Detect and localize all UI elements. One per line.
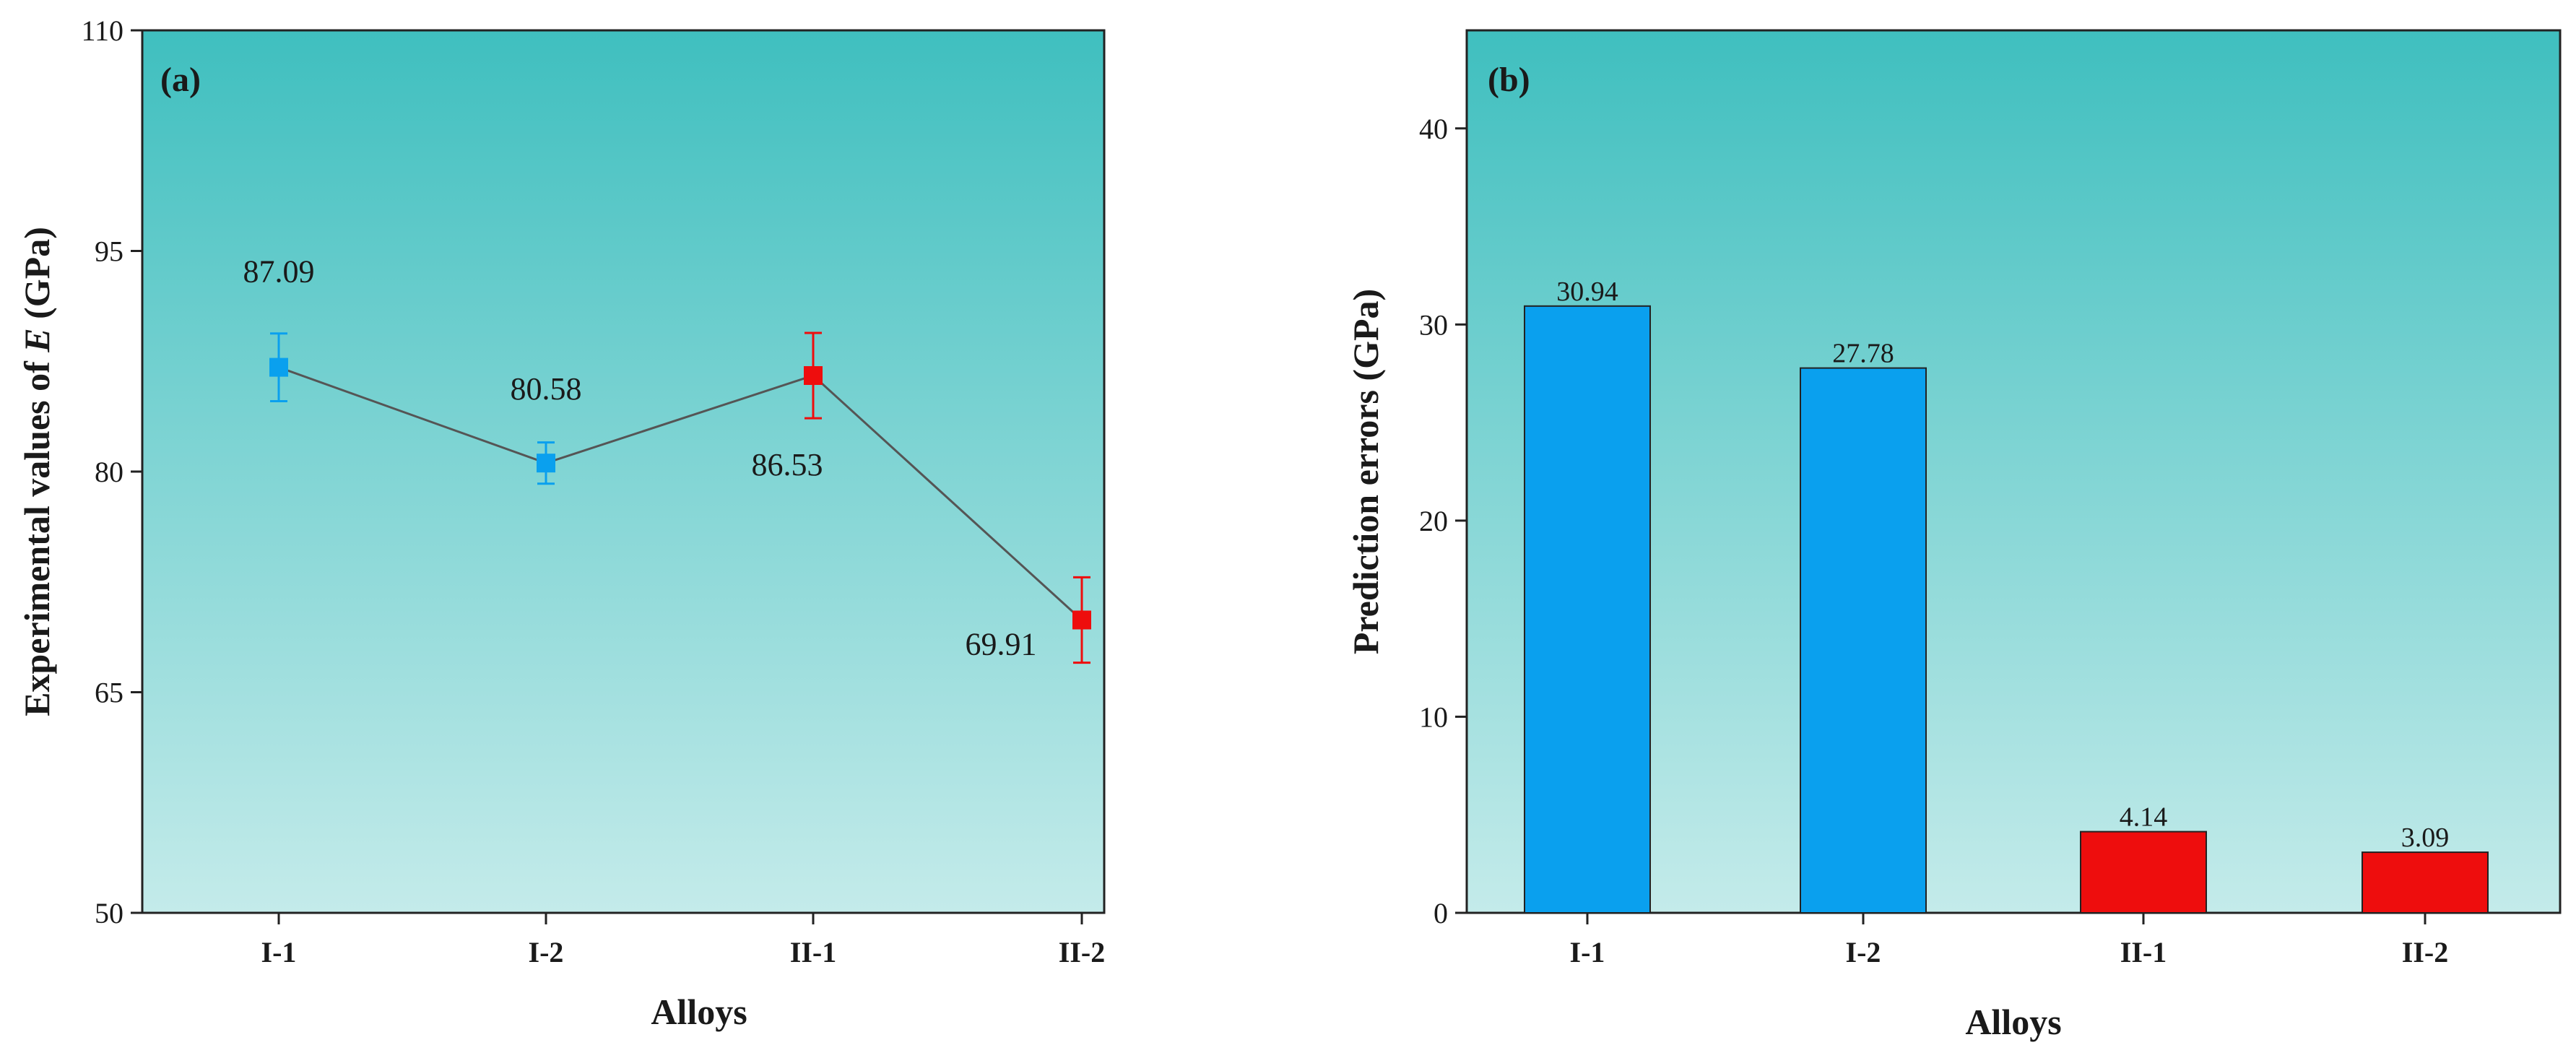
panel-b-bar-labels: 30.94 27.78 4.14 3.09 (1556, 277, 2449, 853)
bar-b-0 (1524, 305, 1651, 914)
y-axis-title-a-prefix: Experimental values of (17, 352, 57, 716)
y-tick-label-a-3: 95 (95, 235, 123, 268)
panel-a-x-tick-labels: I-1 I-2 II-1 II-2 (261, 936, 1106, 968)
bar-label-b-1: 27.78 (1832, 339, 1894, 369)
panel-a-point-labels: 87.09 80.58 86.53 69.91 (243, 254, 1037, 662)
panel-a-y-ticks (131, 29, 142, 914)
panel-a-tag: (a) (160, 61, 201, 99)
panel-b-x-tick-labels: I-1 I-2 II-1 II-2 (1570, 936, 2449, 968)
y-axis-title-a-suffix: (GPa) (17, 227, 57, 328)
bar-b-2 (2080, 831, 2207, 914)
y-axis-title-a-symbol: E (17, 328, 57, 352)
panel-a-y-tick-labels: 50 65 80 95 110 (81, 14, 123, 929)
panel-b-frame (1465, 29, 2562, 914)
panel-b-y-ticks (1455, 127, 1467, 914)
panel-b-bars (1524, 305, 2489, 914)
panel-a-error-bars (270, 331, 1090, 664)
panel-b: (b) 0 10 20 30 40 I-1 I-2 II-1 II-2 (1345, 29, 2562, 1042)
x-tick-label-b-0: I-1 (1570, 936, 1605, 968)
x-tick-label-a-0: I-1 (261, 936, 297, 968)
data-point-a-0 (269, 357, 288, 377)
data-point-a-2 (804, 366, 823, 386)
panel-a-series-line (278, 366, 1083, 621)
y-tick-label-a-4: 110 (81, 14, 123, 47)
panel-b-y-axis-title: Prediction errors (GPa) (1345, 289, 1386, 654)
bar-b-3 (2362, 851, 2489, 914)
x-tick-label-a-3: II-2 (1059, 936, 1105, 968)
panel-b-x-axis-title: Alloys (1965, 1002, 2061, 1042)
panel-a-x-ticks (277, 913, 1083, 924)
bar-label-b-3: 3.09 (2401, 823, 2450, 853)
panel-b-x-ticks (1586, 913, 2427, 924)
bar-label-b-0: 30.94 (1556, 277, 1618, 307)
y-tick-label-b-4: 40 (1419, 113, 1448, 145)
y-tick-label-a-1: 65 (95, 677, 123, 709)
x-tick-label-b-2: II-1 (2120, 936, 2167, 968)
point-label-a-2: 86.53 (752, 447, 823, 482)
panel-a: (a) 50 65 80 95 110 I-1 I-2 II-1 II-2 (17, 14, 1106, 1032)
data-point-a-1 (537, 454, 555, 473)
panel-b-tag: (b) (1488, 61, 1530, 99)
y-tick-label-b-2: 20 (1419, 505, 1448, 537)
y-tick-label-b-3: 30 (1419, 308, 1448, 341)
bar-label-b-2: 4.14 (2120, 802, 2168, 833)
y-tick-label-b-0: 0 (1434, 897, 1448, 929)
x-tick-label-a-2: II-1 (790, 936, 836, 968)
panel-a-markers (269, 357, 1091, 630)
panel-a-background (142, 30, 1104, 913)
x-tick-label-b-3: II-2 (2402, 936, 2448, 968)
point-label-a-3: 69.91 (966, 626, 1037, 662)
data-point-a-3 (1072, 610, 1091, 630)
panel-a-x-axis-title: Alloys (651, 992, 747, 1032)
point-label-a-0: 87.09 (243, 254, 315, 290)
y-tick-label-b-1: 10 (1419, 701, 1448, 733)
bar-b-1 (1800, 367, 1927, 914)
point-label-a-1: 80.58 (511, 371, 582, 407)
panel-b-y-tick-labels: 0 10 20 30 40 (1419, 113, 1448, 929)
panel-a-y-axis-title: Experimental values of E (GPa) (17, 227, 57, 716)
y-tick-label-a-2: 80 (95, 456, 123, 488)
x-tick-label-b-1: I-2 (1846, 936, 1881, 968)
x-tick-label-a-1: I-2 (529, 936, 564, 968)
y-tick-label-a-0: 50 (95, 897, 123, 929)
